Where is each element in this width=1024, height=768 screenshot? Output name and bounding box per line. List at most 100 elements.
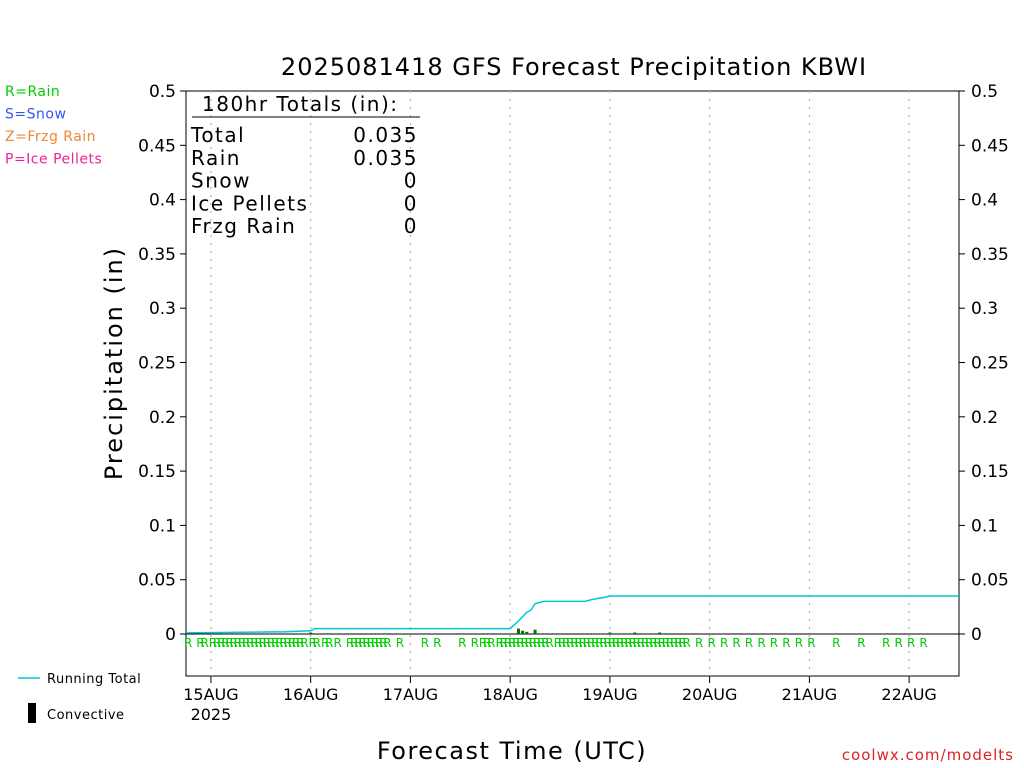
convective-bar	[533, 629, 537, 634]
precip-type-marker: R	[653, 636, 661, 650]
precip-type-marker: R	[279, 636, 287, 650]
y-tick-label-right: 0.35	[971, 245, 1009, 265]
precip-type-marker: R	[254, 636, 262, 650]
plot-frame	[185, 90, 960, 677]
precip-type-marker: R	[616, 636, 624, 650]
precip-type-marker: R	[562, 636, 570, 650]
precip-type-marker: R	[608, 636, 616, 650]
totals-row-label: Ice Pellets	[191, 191, 308, 215]
y-tick-label-right: 0.2	[971, 408, 998, 428]
convective-swatch	[28, 703, 36, 723]
totals-row-value: 0	[404, 169, 418, 193]
precip-type-marker: R	[196, 636, 204, 650]
x-tick-label: 22AUG	[881, 685, 936, 704]
totals-heading: 180hr Totals (in):	[202, 92, 399, 116]
precip-type-marker: R	[259, 636, 267, 650]
credit-link[interactable]: coolwx.com/modelts	[842, 746, 1014, 764]
precip-type-marker: R	[288, 636, 296, 650]
x-tick-label: 18AUG	[482, 685, 537, 704]
y-tick-label-left: 0.5	[149, 82, 176, 102]
convective-bar	[516, 628, 520, 634]
precip-type-marker: R	[599, 636, 607, 650]
precip-type-marker: R	[421, 636, 429, 650]
y-tick-label-left: 0.45	[138, 136, 176, 156]
precip-type-marker: R	[595, 636, 603, 650]
precip-type-marker: R	[508, 636, 516, 650]
x-tick-label: 17AUG	[383, 685, 438, 704]
y-tick-label-left: 0.15	[138, 462, 176, 482]
y-axis-right: 0 0.05 0.1 0.15 0.2 0.25 0.3 0.35 0.4 0.45 0.5	[959, 82, 1009, 645]
convective-bar	[633, 632, 637, 634]
precip-type-marker: R	[433, 636, 441, 650]
totals-row-label: Snow	[191, 169, 251, 193]
y-tick-label-left: 0.3	[149, 299, 176, 319]
precip-type-marker: R	[487, 636, 495, 650]
x-tick-label: 21AUG	[782, 685, 837, 704]
x-tick-label: 20AUG	[682, 685, 737, 704]
precip-type-marker: R	[707, 636, 715, 650]
type-legend-item: S=Snow	[5, 107, 66, 123]
x-tick-label: 15AUG	[183, 685, 238, 704]
convective-bars	[309, 628, 662, 634]
precip-type-marker: R	[541, 636, 549, 650]
precip-type-marker: R	[770, 636, 778, 650]
precip-type-marker: R	[882, 636, 890, 650]
y-tick-label-left: 0.4	[149, 191, 176, 211]
precip-type-marker: R	[375, 636, 383, 650]
x-tick-sublabel: 2025	[191, 705, 232, 724]
precip-type-marker: R	[234, 636, 242, 650]
x-tick-label: 19AUG	[582, 685, 637, 704]
precip-type-marker: R	[363, 636, 371, 650]
precip-type-marker: R	[238, 636, 246, 650]
precip-type-marker: R	[271, 636, 279, 650]
precip-type-marker: R	[267, 636, 275, 650]
precip-type-marker: R	[221, 636, 229, 650]
precip-type-legend: R=Rain S=Snow Z=Frzg Rain P=Ice Pellets	[5, 84, 102, 168]
running-total-line	[185, 595, 959, 634]
precip-type-marker: R	[612, 636, 620, 650]
precip-type-marker: R	[321, 636, 329, 650]
precip-type-marker: R	[483, 636, 491, 650]
convective-bar	[608, 632, 612, 634]
precip-type-marker: R	[658, 636, 666, 650]
precip-type-marker: R	[629, 636, 637, 650]
precip-type-marker: R	[529, 636, 537, 650]
precip-type-marker: R	[213, 636, 221, 650]
precip-type-marker: R	[745, 636, 753, 650]
y-tick-label-right: 0.15	[971, 462, 1009, 482]
y-tick-label-right: 0.5	[971, 82, 998, 102]
precip-type-marker: R	[350, 636, 358, 650]
y-tick-label-left: 0	[165, 625, 176, 645]
precip-type-marker: R	[200, 636, 208, 650]
precip-type-marker: R	[807, 636, 815, 650]
precip-type-marker: R	[346, 636, 354, 650]
precip-type-marker: R	[358, 636, 366, 650]
precip-type-marker: R	[662, 636, 670, 650]
precip-type-marker: R	[504, 636, 512, 650]
precip-type-marker: R	[857, 636, 865, 650]
precip-type-marker: R	[591, 636, 599, 650]
precip-type-marker: R	[919, 636, 927, 650]
precip-type-marker: R	[379, 636, 387, 650]
precip-type-marker: R	[570, 636, 578, 650]
precip-type-marker: R	[209, 636, 217, 650]
precip-type-marker: R	[604, 636, 612, 650]
precip-type-marker: R	[383, 636, 391, 650]
totals-row-value: 0.035	[353, 123, 418, 147]
y-tick-label-left: 0.05	[138, 571, 176, 591]
y-axis-label: Precipitation (in)	[100, 246, 128, 480]
y-tick-label-left: 0.2	[149, 408, 176, 428]
type-legend-item: Z=Frzg Rain	[5, 129, 96, 145]
precip-type-marker: R	[674, 636, 682, 650]
type-legend-item: R=Rain	[5, 84, 60, 100]
precip-type-marker: R	[516, 636, 524, 650]
precip-type-marker: R	[246, 636, 254, 650]
totals-row-value: 0.035	[353, 146, 418, 170]
x-tick-label: 16AUG	[283, 685, 338, 704]
precip-type-marker: R	[574, 636, 582, 650]
convective-bar	[658, 632, 662, 634]
precip-type-marker: R	[637, 636, 645, 650]
type-legend-item: P=Ice Pellets	[5, 152, 102, 168]
precip-type-marker: R	[292, 636, 300, 650]
